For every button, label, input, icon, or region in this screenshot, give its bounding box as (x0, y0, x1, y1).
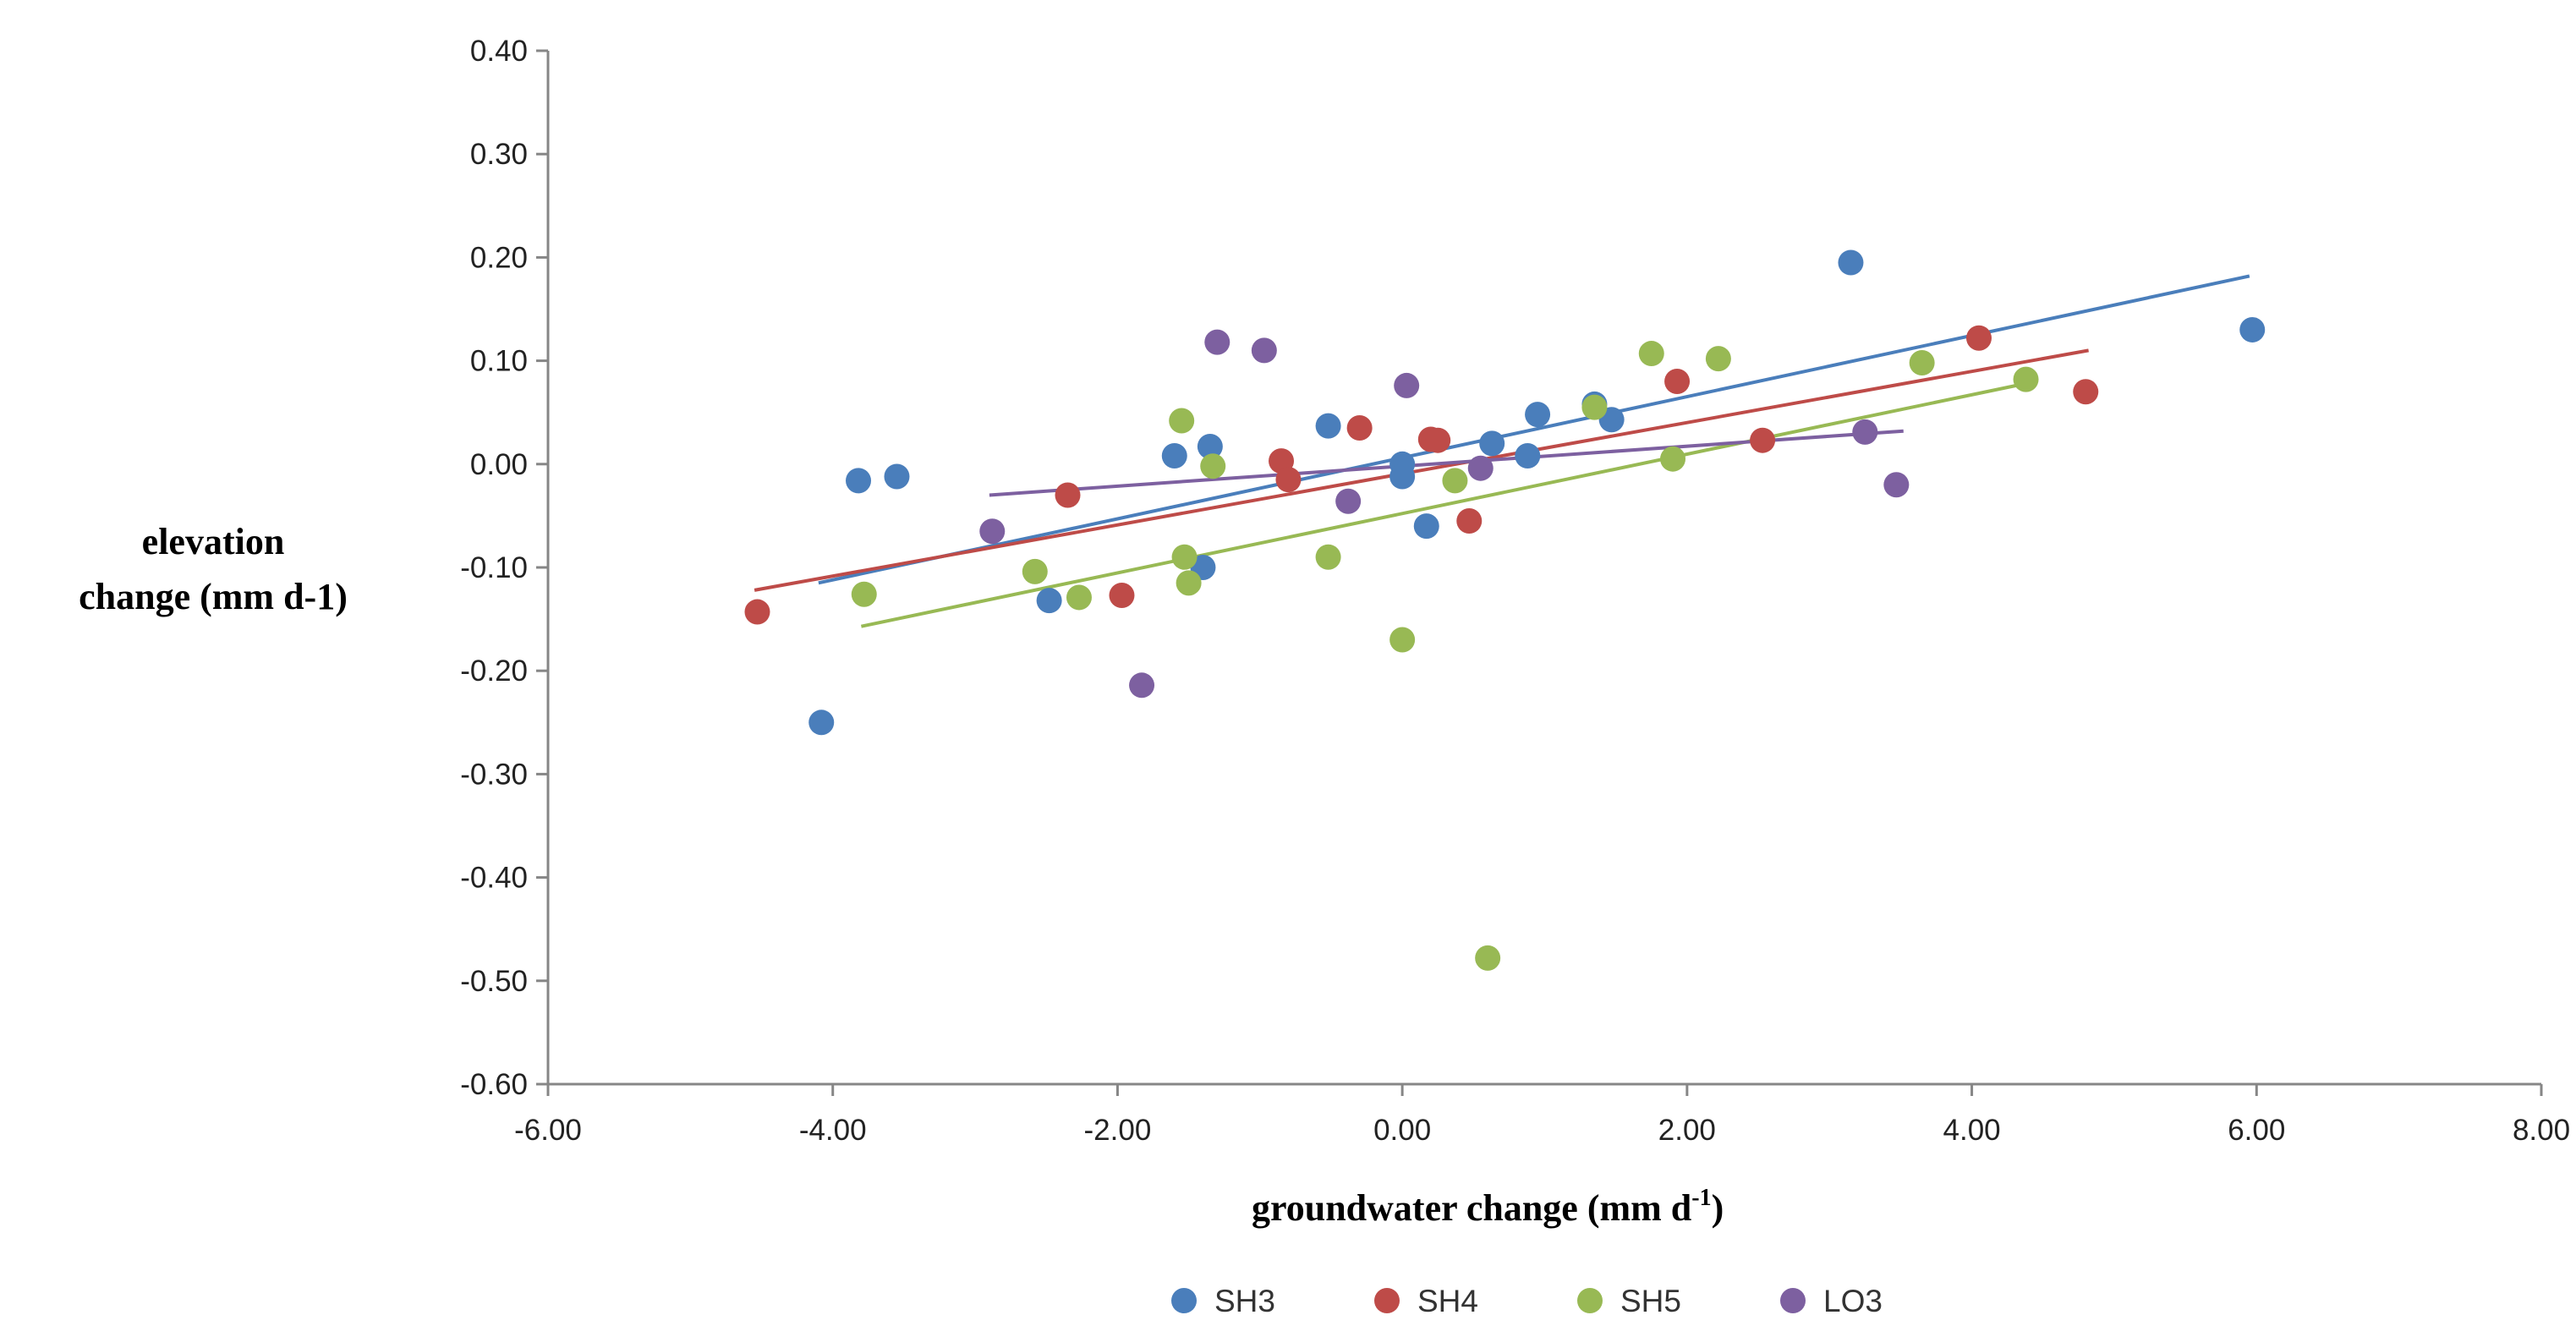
data-point-sh4 (744, 599, 770, 625)
y-tick-label: 0.40 (470, 35, 528, 68)
legend-label-sh3: SH3 (1214, 1284, 1275, 1318)
data-point-sh5 (851, 581, 877, 607)
data-point-lo3 (1467, 455, 1494, 481)
y-tick-label: 0.10 (470, 345, 528, 378)
data-point-sh3 (1389, 463, 1416, 490)
data-point-sh4 (1425, 427, 1451, 453)
data-point-sh5 (2013, 366, 2039, 392)
y-tick-group: -0.60 -0.50 -0.40 -0.30 -0.20 -0.10 0.00 0.10 0.… (460, 35, 548, 1101)
trendline-sh3 (818, 274, 2250, 585)
data-point-lo3 (1251, 337, 1277, 364)
data-point-sh4 (1109, 582, 1135, 608)
data-point-sh3 (846, 468, 872, 494)
data-point-sh3 (1515, 443, 1541, 469)
data-point-sh5 (1171, 544, 1198, 570)
data-point-sh5 (1176, 570, 1202, 596)
trendline-sh5 (860, 381, 2026, 628)
legend-marker-sh5 (1577, 1288, 1603, 1313)
x-tick-label: -2.00 (1084, 1114, 1152, 1147)
legend-label-sh5: SH5 (1620, 1284, 1681, 1318)
data-point-sh5 (1475, 945, 1501, 971)
data-point-sh4 (2073, 379, 2099, 405)
data-point-lo3 (1883, 472, 1910, 498)
data-point-lo3 (1204, 329, 1230, 355)
data-point-sh5 (1442, 468, 1468, 494)
y-tick-label: -0.50 (460, 965, 528, 998)
data-point-sh4 (1750, 427, 1776, 453)
data-point-sh4 (1456, 508, 1483, 534)
y-tick-label: 0.20 (470, 241, 528, 274)
x-axis-title-main: groundwater change (mm d (1252, 1187, 1691, 1229)
data-point-sh5 (1705, 346, 1731, 372)
data-point-sh5 (1200, 453, 1226, 479)
legend-marker-sh3 (1171, 1288, 1197, 1313)
data-point-sh5 (1022, 558, 1048, 584)
x-tick-label: 4.00 (1943, 1114, 2001, 1147)
x-tick-label: -6.00 (514, 1114, 582, 1147)
data-point-sh5 (1660, 446, 1686, 472)
data-point-sh4 (1965, 325, 1992, 351)
x-axis-title-suffix: ) (1712, 1187, 1724, 1229)
y-tick-label: -0.10 (460, 551, 528, 584)
x-tick-label: 2.00 (1658, 1114, 1716, 1147)
data-point-lo3 (1335, 488, 1362, 514)
y-axis-title-line-2: change (mm d-1) (79, 576, 348, 617)
legend-label-sh4: SH4 (1417, 1284, 1478, 1318)
y-axis-title-line-1: elevation (142, 521, 285, 562)
data-point-lo3 (979, 518, 1006, 545)
data-point-lo3 (1129, 672, 1155, 699)
y-tick-label: -0.30 (460, 758, 528, 791)
data-point-sh5 (1315, 544, 1341, 570)
data-point-sh3 (1525, 402, 1551, 428)
y-tick-label: 0.30 (470, 138, 528, 171)
data-point-lo3 (1852, 419, 1878, 445)
data-point-sh3 (884, 463, 910, 490)
x-tick-label: 0.00 (1373, 1114, 1431, 1147)
data-point-sh3 (2239, 316, 2266, 342)
y-tick-label: -0.40 (460, 862, 528, 895)
data-point-sh3 (1413, 513, 1439, 540)
x-axis-title-superscript: -1 (1691, 1185, 1711, 1211)
x-tick-label: 6.00 (2228, 1114, 2285, 1147)
data-point-sh3 (1036, 588, 1062, 614)
y-tick-label: 0.00 (470, 448, 528, 481)
data-point-sh5 (1909, 350, 1935, 376)
legend-label-lo3: LO3 (1823, 1284, 1883, 1318)
legend-marker-lo3 (1780, 1288, 1806, 1313)
x-tick-group: -6.00 -4.00 -2.00 0.00 2.00 4.00 6.00 8.00 (514, 1084, 2570, 1147)
data-point-sh3 (1838, 249, 1864, 276)
data-point-sh5 (1581, 394, 1608, 420)
legend: SH3 SH4 SH5 LO3 (1171, 1284, 1883, 1318)
data-point-sh3 (808, 710, 835, 736)
data-point-sh5 (1169, 408, 1195, 434)
y-tick-label: -0.20 (460, 655, 528, 688)
axes (546, 51, 2541, 1086)
x-tick-label: -4.00 (799, 1114, 867, 1147)
point-group (744, 249, 2266, 971)
data-point-sh4 (1055, 482, 1081, 508)
trendline-sh4 (754, 348, 2089, 592)
data-point-sh3 (1197, 434, 1223, 460)
data-point-sh5 (1638, 341, 1664, 367)
data-point-sh3 (1161, 443, 1187, 469)
data-point-sh4 (1346, 415, 1373, 441)
y-tick-label: -0.60 (460, 1068, 528, 1101)
data-point-sh3 (1479, 430, 1505, 457)
data-point-sh3 (1315, 413, 1341, 439)
legend-marker-sh4 (1374, 1288, 1400, 1313)
x-tick-label: 8.00 (2513, 1114, 2570, 1147)
data-point-sh5 (1389, 627, 1416, 653)
data-point-sh4 (1664, 369, 1691, 395)
data-point-lo3 (1394, 372, 1420, 398)
x-axis-title: groundwater change (mm d-1) (1252, 1185, 1724, 1229)
data-point-sh5 (1066, 584, 1092, 611)
data-point-sh4 (1275, 467, 1302, 493)
